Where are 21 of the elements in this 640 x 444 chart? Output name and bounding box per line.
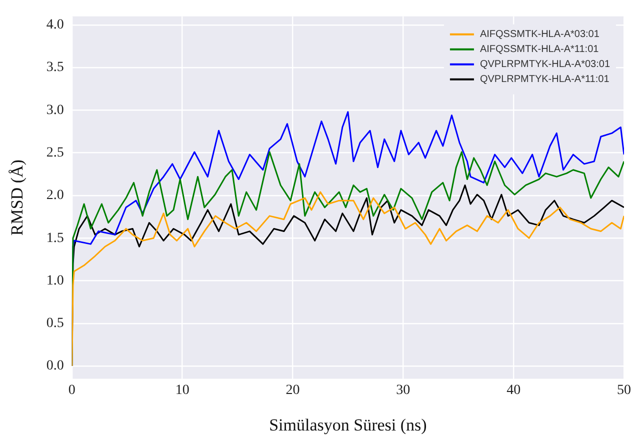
x-tick-label: 30 bbox=[396, 382, 410, 398]
legend-label: AIFQSSMTK-HLA-A*11:01 bbox=[480, 44, 600, 56]
x-tick-label: 0 bbox=[68, 382, 76, 398]
legend-label: QVPLRPMTYK-HLA-A*03:01 bbox=[480, 59, 610, 70]
y-axis-title: RMSD (Å) bbox=[8, 160, 27, 236]
x-tick-label: 50 bbox=[617, 382, 631, 398]
y-tick-label: 2.0 bbox=[46, 188, 64, 204]
y-tick-label: 3.5 bbox=[46, 60, 64, 76]
y-tick-label: 1.0 bbox=[46, 273, 64, 288]
legend-label: AIFQSSMTK-HLA-A*03:01 bbox=[480, 29, 600, 40]
x-tick-label: 10 bbox=[175, 382, 190, 398]
x-tick-label: 20 bbox=[286, 382, 300, 398]
x-tick-label: 40 bbox=[506, 382, 521, 398]
y-tick-label: 0.0 bbox=[46, 358, 64, 374]
x-axis-title: Simülasyon Süresi (ns) bbox=[269, 415, 427, 434]
y-tick-label: 4.0 bbox=[46, 18, 64, 33]
legend-label: QVPLRPMTYK-HLA-A*11:01 bbox=[480, 74, 610, 86]
y-tick-label: 1.5 bbox=[46, 230, 64, 246]
y-tick-label: 2.5 bbox=[46, 146, 64, 161]
y-tick-label: 3.0 bbox=[46, 102, 64, 118]
y-tick-label: 0.5 bbox=[46, 316, 64, 332]
